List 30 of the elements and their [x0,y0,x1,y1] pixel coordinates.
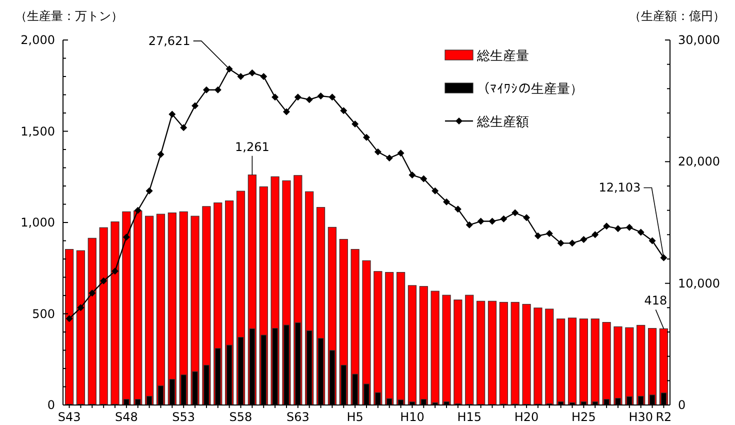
y2-tick-label: 20,000 [678,154,720,169]
x-tick-label: S58 [229,410,252,424]
data-label: 1,261 [235,140,270,154]
x-tick-label: H15 [457,410,482,424]
y-tick-label: 1,500 [20,124,55,138]
y-tick-label: 2,000 [20,33,55,47]
x-tick-label: S43 [58,410,81,424]
data-label: 418 [644,294,668,308]
y-tick-label: 1,000 [20,216,55,230]
x-tick-label: S48 [115,410,138,424]
data-label: 27,621 [148,34,190,48]
y2-tick-label: 30,000 [678,33,720,47]
x-tick-label: H30 [628,410,653,424]
legend-label: 総生産額 [476,114,529,130]
x-tick-label: H5 [346,410,364,424]
y2-tick-label: 10,000 [678,276,720,290]
y-tick-label: 500 [32,306,55,321]
y-tick-label: 0 [47,398,55,412]
x-tick-label: S63 [286,410,310,424]
x-tick-label: R2 [656,410,672,424]
y-axis-title: （生産量：万トン） [15,9,123,23]
y2-tick-label: 0 [678,398,686,412]
y2-axis-title: （生産額：億円） [629,9,725,23]
x-tick-label: S53 [172,410,196,424]
data-label: 12,103 [598,180,641,195]
legend-label: （ﾏｲﾜｼの生産量） [477,81,583,97]
x-tick-label: H20 [514,410,539,424]
x-tick-label: H25 [572,410,596,424]
legend-label: 総生産量 [476,48,529,64]
x-tick-label: H10 [400,410,424,424]
